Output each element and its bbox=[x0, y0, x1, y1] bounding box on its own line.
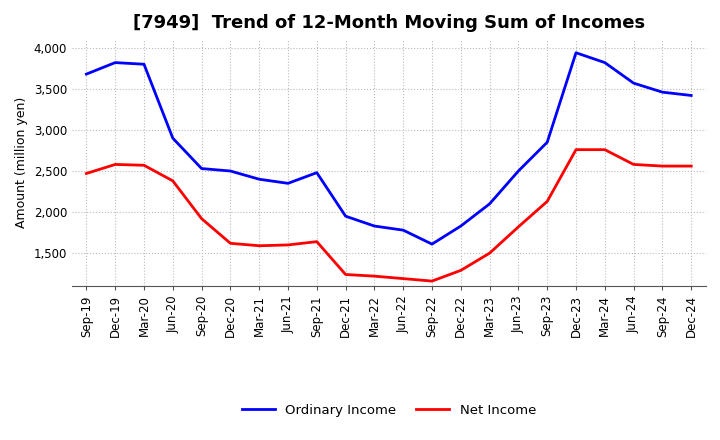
Ordinary Income bbox=[543, 139, 552, 145]
Ordinary Income bbox=[82, 71, 91, 77]
Net Income bbox=[370, 274, 379, 279]
Ordinary Income bbox=[456, 224, 465, 229]
Legend: Ordinary Income, Net Income: Ordinary Income, Net Income bbox=[236, 399, 541, 422]
Net Income bbox=[312, 239, 321, 244]
Ordinary Income bbox=[485, 201, 494, 206]
Ordinary Income bbox=[284, 181, 292, 186]
Ordinary Income bbox=[370, 224, 379, 229]
Net Income bbox=[255, 243, 264, 249]
Ordinary Income bbox=[168, 136, 177, 141]
Y-axis label: Amount (million yen): Amount (million yen) bbox=[15, 97, 28, 228]
Ordinary Income bbox=[658, 89, 667, 95]
Net Income bbox=[485, 250, 494, 256]
Net Income bbox=[514, 224, 523, 230]
Title: [7949]  Trend of 12-Month Moving Sum of Incomes: [7949] Trend of 12-Month Moving Sum of I… bbox=[132, 15, 645, 33]
Net Income bbox=[687, 163, 696, 169]
Net Income bbox=[111, 162, 120, 167]
Net Income bbox=[197, 216, 206, 221]
Net Income bbox=[82, 171, 91, 176]
Net Income bbox=[168, 178, 177, 183]
Line: Net Income: Net Income bbox=[86, 150, 691, 281]
Net Income bbox=[543, 199, 552, 204]
Net Income bbox=[341, 272, 350, 277]
Net Income bbox=[658, 163, 667, 169]
Net Income bbox=[572, 147, 580, 152]
Ordinary Income bbox=[111, 60, 120, 65]
Ordinary Income bbox=[312, 170, 321, 175]
Ordinary Income bbox=[197, 166, 206, 171]
Ordinary Income bbox=[255, 176, 264, 182]
Ordinary Income bbox=[226, 169, 235, 174]
Ordinary Income bbox=[629, 81, 638, 86]
Ordinary Income bbox=[341, 213, 350, 219]
Net Income bbox=[140, 163, 148, 168]
Net Income bbox=[284, 242, 292, 248]
Ordinary Income bbox=[687, 93, 696, 98]
Ordinary Income bbox=[399, 227, 408, 233]
Net Income bbox=[226, 241, 235, 246]
Line: Ordinary Income: Ordinary Income bbox=[86, 53, 691, 244]
Net Income bbox=[456, 268, 465, 273]
Ordinary Income bbox=[514, 169, 523, 174]
Ordinary Income bbox=[600, 60, 609, 65]
Ordinary Income bbox=[572, 50, 580, 55]
Net Income bbox=[629, 162, 638, 167]
Ordinary Income bbox=[140, 62, 148, 67]
Net Income bbox=[399, 276, 408, 281]
Net Income bbox=[600, 147, 609, 152]
Ordinary Income bbox=[428, 242, 436, 247]
Net Income bbox=[428, 279, 436, 284]
